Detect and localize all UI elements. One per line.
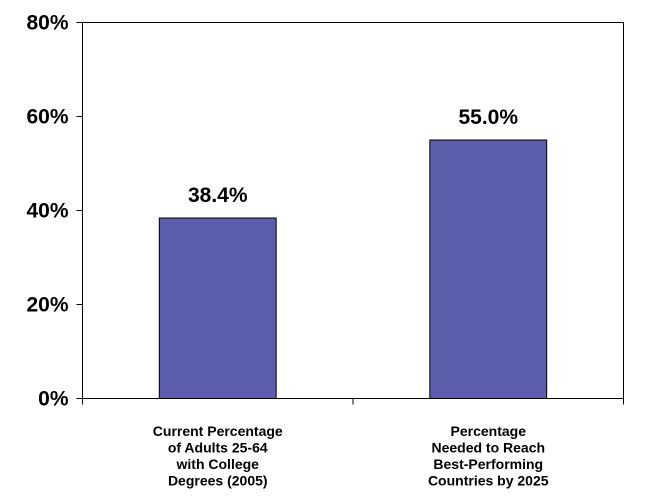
bars (158, 139, 548, 399)
bar (158, 217, 277, 399)
category-label-line: Best-Performing (433, 456, 543, 472)
y-tick-label: 80% (26, 12, 68, 35)
category-label-line: Percentage (451, 423, 527, 439)
category-label: Current Percentage of Adults 25-64 with Co… (153, 423, 283, 489)
data-label: 38.4% (188, 184, 248, 207)
y-tick-label: 60% (26, 106, 68, 129)
category-label-line: Needed to Reach (431, 440, 545, 456)
category-label-line: of Adults 25-64 (168, 440, 268, 456)
category-label-line: Countries by 2025 (428, 473, 549, 489)
y-tick-label: 20% (26, 294, 68, 317)
y-tick-label: 0% (38, 388, 69, 411)
category-label-line: with College (176, 456, 260, 472)
bar (429, 139, 548, 399)
category-labels: Current Percentage of Adults 25-64 with Co… (153, 423, 549, 489)
data-labels: 38.4% 55.0% (188, 106, 518, 207)
y-axis-ticks: 0% 20% 40% 60% 80% (26, 12, 83, 411)
category-label-line: Current Percentage (153, 423, 283, 439)
x-axis-ticks (82, 398, 624, 405)
category-label-line: Degrees (2005) (168, 473, 268, 489)
data-label: 55.0% (458, 106, 518, 129)
category-label: Percentage Needed to Reach Best-Performing… (428, 423, 549, 489)
y-tick-label: 40% (26, 200, 68, 223)
